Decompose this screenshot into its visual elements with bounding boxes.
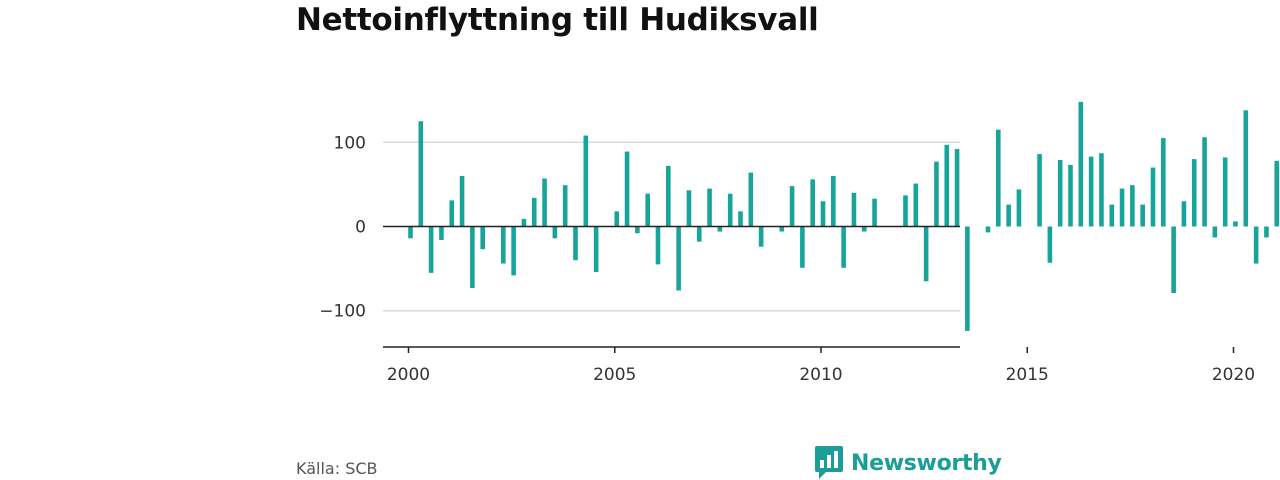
bar xyxy=(655,226,661,265)
bar xyxy=(1130,185,1135,227)
bar xyxy=(738,211,743,227)
brand-logo[interactable]: Newsworthy xyxy=(815,446,1002,480)
bar xyxy=(480,226,485,250)
bar xyxy=(1212,226,1218,238)
bar xyxy=(439,226,444,240)
bar xyxy=(635,226,640,234)
bar xyxy=(552,226,558,239)
bar xyxy=(418,121,424,227)
bar xyxy=(531,197,537,227)
y-tick-label: −100 xyxy=(319,302,366,322)
bar xyxy=(686,190,692,227)
bar xyxy=(903,195,908,227)
bar xyxy=(831,175,836,227)
bar-series xyxy=(408,101,1280,331)
bar xyxy=(501,226,506,264)
bar xyxy=(748,172,754,227)
bar xyxy=(1161,138,1166,227)
bar xyxy=(965,226,970,331)
bar xyxy=(428,226,434,273)
source-note: Källa: SCB xyxy=(296,459,378,478)
bar xyxy=(841,226,846,268)
bar xyxy=(666,165,671,227)
bar xyxy=(913,183,919,227)
bar xyxy=(645,193,650,227)
bar xyxy=(717,226,723,232)
y-tick-label: 0 xyxy=(355,218,366,238)
bar xyxy=(1243,110,1249,227)
bar xyxy=(1068,165,1073,227)
bar xyxy=(1078,101,1084,227)
bar xyxy=(800,226,805,268)
bar xyxy=(996,129,1001,227)
bar xyxy=(1233,221,1238,227)
x-tick-label: 2010 xyxy=(799,365,842,385)
bar xyxy=(1016,189,1022,227)
bar xyxy=(820,201,826,227)
bar xyxy=(624,151,630,227)
bar xyxy=(934,161,939,227)
bar xyxy=(1222,157,1228,227)
bar xyxy=(696,226,702,242)
bar xyxy=(1274,160,1280,227)
bar xyxy=(985,226,991,233)
chart-title: Nettoinflyttning till Hudiksvall xyxy=(296,2,819,38)
bar xyxy=(707,188,712,227)
bar xyxy=(779,226,785,232)
x-tick-label: 2020 xyxy=(1212,365,1255,385)
bar xyxy=(923,226,929,282)
bar xyxy=(789,186,795,227)
brand-name: Newsworthy xyxy=(851,450,1002,476)
x-tick-label: 2005 xyxy=(593,365,636,385)
bar xyxy=(1088,156,1094,227)
bar xyxy=(1253,226,1259,264)
bar xyxy=(1191,159,1197,227)
bar xyxy=(954,149,960,227)
bar xyxy=(1150,167,1156,227)
y-tick-label: 100 xyxy=(334,133,366,153)
bar xyxy=(408,226,413,239)
bar xyxy=(944,144,950,227)
gridlines xyxy=(383,141,960,312)
bar xyxy=(872,198,877,227)
bar xyxy=(449,200,455,227)
bar xyxy=(1264,226,1269,238)
x-tick-label: 2015 xyxy=(1006,365,1049,385)
bar xyxy=(861,226,867,232)
bar xyxy=(1037,154,1042,227)
bar xyxy=(614,211,620,227)
bar xyxy=(851,192,857,227)
bar xyxy=(1140,204,1145,227)
bar xyxy=(593,226,599,272)
bar xyxy=(562,185,568,227)
bar xyxy=(459,175,465,227)
bar xyxy=(1119,188,1125,227)
bar xyxy=(470,226,475,288)
bar-chart-speech-bubble-icon xyxy=(815,446,843,479)
bar xyxy=(1109,204,1115,227)
bar xyxy=(1171,226,1176,294)
bar xyxy=(810,179,815,227)
bar xyxy=(1047,226,1053,263)
axes xyxy=(383,225,1235,353)
bar xyxy=(542,178,547,227)
bar xyxy=(1006,204,1011,227)
bar xyxy=(727,193,733,227)
x-tick-label: 2000 xyxy=(387,365,430,385)
bar xyxy=(758,226,764,247)
bar xyxy=(573,226,578,261)
bar xyxy=(1099,153,1104,227)
bar xyxy=(583,135,589,227)
bar xyxy=(511,226,516,276)
bar xyxy=(1202,137,1207,227)
bar xyxy=(1057,159,1063,227)
bar xyxy=(676,226,681,291)
bar xyxy=(1181,201,1187,227)
bar xyxy=(521,218,527,227)
